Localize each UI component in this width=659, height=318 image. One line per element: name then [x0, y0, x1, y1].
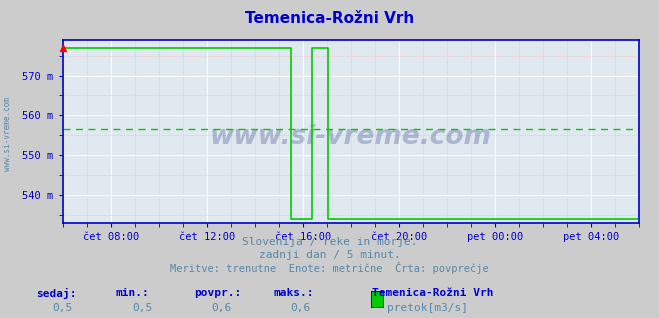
Text: zadnji dan / 5 minut.: zadnji dan / 5 minut.: [258, 250, 401, 259]
Text: 0,5: 0,5: [53, 303, 73, 313]
Text: pretok[m3/s]: pretok[m3/s]: [387, 303, 469, 313]
Text: Slovenija / reke in morje.: Slovenija / reke in morje.: [242, 237, 417, 247]
Text: Temenica-Rožni Vrh: Temenica-Rožni Vrh: [245, 11, 414, 26]
Text: 0,6: 0,6: [290, 303, 310, 313]
Text: www.si-vreme.com: www.si-vreme.com: [210, 124, 492, 150]
Text: maks.:: maks.:: [273, 288, 314, 298]
Text: 0,5: 0,5: [132, 303, 152, 313]
Text: Temenica-Rožni Vrh: Temenica-Rožni Vrh: [372, 288, 494, 298]
Text: min.:: min.:: [115, 288, 149, 298]
Text: povpr.:: povpr.:: [194, 288, 242, 298]
Text: Meritve: trenutne  Enote: metrične  Črta: povprečje: Meritve: trenutne Enote: metrične Črta: …: [170, 262, 489, 274]
Text: www.si-vreme.com: www.si-vreme.com: [3, 97, 13, 170]
Text: 0,6: 0,6: [211, 303, 231, 313]
Text: sedaj:: sedaj:: [36, 288, 76, 299]
